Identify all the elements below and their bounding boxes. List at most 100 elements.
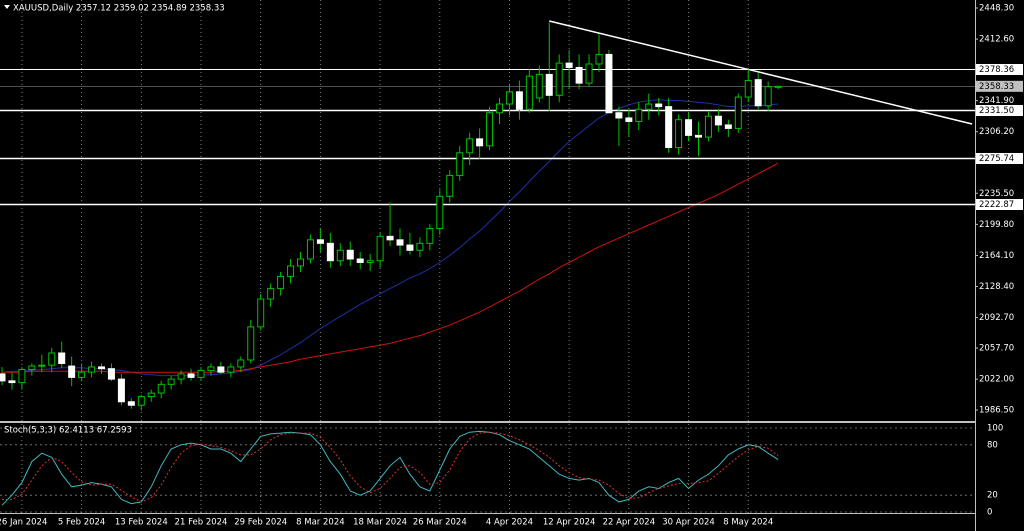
stochastic-signal — [2, 431, 779, 503]
candle-body — [326, 242, 334, 262]
candle-body — [466, 138, 474, 154]
candle-body — [217, 366, 225, 373]
level-label: 2275.74 — [979, 154, 1014, 164]
x-tick-label: 13 Feb 2024 — [115, 518, 168, 528]
level-label-box — [976, 199, 1023, 210]
candle-body — [227, 366, 235, 373]
candle-body — [167, 378, 175, 385]
trendline — [549, 20, 973, 125]
plot-area — [0, 20, 975, 506]
candle-body — [754, 79, 762, 107]
candle-body — [336, 249, 344, 262]
y-tick-label: 2199.80 — [979, 220, 1014, 230]
indicator-tick-label: 20 — [987, 491, 998, 501]
x-tick-label: 8 May 2024 — [723, 518, 773, 528]
candle-body — [535, 73, 543, 99]
level-label: 2331.50 — [979, 106, 1014, 116]
y-tick-label: 2057.70 — [979, 344, 1014, 354]
level-label-box — [976, 105, 1023, 116]
candle-body — [625, 117, 633, 122]
candle-body — [575, 66, 583, 84]
candle-body — [356, 258, 364, 263]
candle-body — [695, 134, 702, 138]
candle-body — [177, 373, 185, 380]
level-label: 2222.87 — [979, 200, 1014, 210]
candle-body — [187, 373, 195, 378]
candle-body — [28, 365, 36, 371]
candle-body — [436, 195, 444, 230]
candle-body — [605, 53, 613, 114]
candle-body — [197, 369, 205, 378]
x-tick-label: 30 Apr 2024 — [662, 518, 715, 528]
candle-body — [267, 288, 275, 300]
candle-body — [635, 108, 643, 122]
y-tick-label: 1986.50 — [979, 406, 1014, 416]
candle-body — [237, 359, 245, 368]
candle-body — [585, 63, 593, 84]
x-tick-label: 26 Jan 2024 — [0, 518, 47, 528]
indicator-title: Stoch(5,3,3) 62.4113 67.2593 — [4, 426, 132, 436]
x-tick-label: 21 Feb 2024 — [175, 518, 228, 528]
candle-body — [58, 352, 66, 364]
candle-body — [496, 103, 503, 114]
y-tick-label: 2128.40 — [979, 282, 1014, 292]
candle-body — [137, 396, 145, 406]
level-label-box — [976, 153, 1023, 164]
indicator-tick-label: 100 — [987, 424, 1003, 434]
candle-body — [476, 138, 484, 147]
chart-title: XAUUSD,Daily 2357.12 2359.02 2354.89 235… — [13, 4, 225, 14]
menu-arrow[interactable] — [4, 5, 10, 9]
indicator-tick-label: 80 — [987, 440, 998, 450]
candle-body — [316, 239, 324, 244]
candle-body — [297, 258, 304, 267]
candle-body — [386, 235, 394, 241]
candle-body — [456, 152, 464, 176]
x-tick-label: 22 Apr 2024 — [603, 518, 656, 528]
candle-body — [675, 119, 683, 149]
candle-body — [525, 75, 533, 110]
x-tick-label: 18 Mar 2024 — [353, 518, 407, 528]
moving-average — [2, 162, 779, 373]
candle-body — [306, 239, 314, 260]
candle-body — [38, 364, 46, 367]
candle-body — [704, 115, 712, 138]
candle-body — [406, 244, 414, 251]
candle-body — [555, 62, 563, 96]
candle-body — [714, 115, 722, 126]
candle-body — [207, 366, 215, 371]
candle-body — [655, 103, 663, 108]
candle-body — [257, 298, 265, 328]
current-price-box — [976, 80, 1023, 92]
candle-body — [18, 369, 26, 384]
candle-body — [48, 352, 56, 366]
candle-body — [346, 249, 354, 260]
x-tick-label: 29 Feb 2024 — [234, 518, 287, 528]
level-label: 2378.36 — [979, 65, 1014, 75]
candle-body — [515, 91, 523, 110]
grid — [0, 0, 978, 513]
candle-body — [486, 112, 494, 147]
y-tick-label: 2341.90 — [979, 96, 1014, 106]
y-tick-label: 2022.00 — [979, 375, 1014, 385]
candle-body — [744, 80, 752, 98]
candle-body — [68, 365, 76, 378]
x-tick-label: 26 Mar 2024 — [413, 518, 467, 528]
candle-body — [396, 239, 404, 246]
candle-body — [127, 401, 135, 406]
labels: 2448.30 2412.60 2341.90 2306.20 2235.50 2199.… — [0, 4, 1023, 528]
x-tick-label: 4 Apr 2024 — [486, 518, 533, 528]
candle-body — [665, 106, 673, 149]
candle-body — [0, 373, 6, 382]
candle-body — [685, 119, 693, 136]
y-tick-label: 2412.60 — [979, 35, 1014, 45]
y-tick-label: 2306.20 — [979, 127, 1014, 137]
candle-body — [545, 73, 553, 96]
candle-body — [8, 380, 16, 384]
candle-body — [287, 265, 295, 277]
candle-body — [615, 112, 623, 119]
candle-body — [376, 235, 384, 262]
candle-body — [595, 53, 603, 65]
